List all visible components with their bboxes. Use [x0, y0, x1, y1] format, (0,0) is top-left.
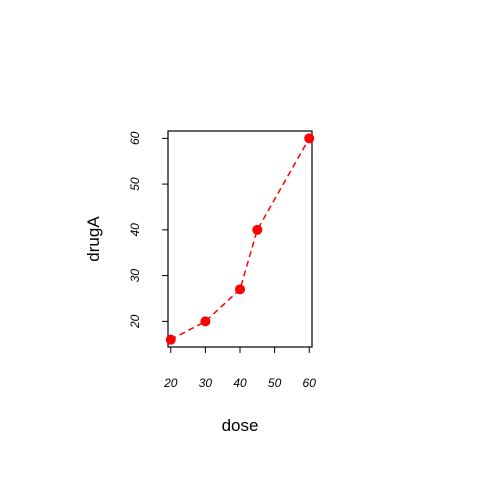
plot-frame	[167, 130, 313, 348]
x-axis-title: dose	[222, 416, 259, 435]
y-tick-label: 30	[128, 269, 142, 283]
series-line	[170, 137, 310, 341]
x-tick-label: 20	[163, 376, 178, 390]
data-point	[304, 133, 315, 144]
y-tick-label: 20	[128, 314, 142, 329]
y-tick-label: 60	[128, 131, 142, 145]
series-layer	[165, 133, 315, 345]
x-tick-label: 30	[199, 376, 213, 390]
data-point	[252, 224, 263, 235]
y-tick-label: 50	[128, 177, 142, 191]
x-tick-label: 40	[233, 376, 247, 390]
y-tick-label: 40	[128, 223, 142, 237]
data-point	[200, 316, 211, 327]
x-tick-label: 60	[303, 376, 317, 390]
x-tick-label: 50	[268, 376, 282, 390]
y-axis-title: drugA	[84, 216, 103, 262]
data-point	[165, 334, 176, 345]
x-axis: 20 30 40 50 60	[163, 346, 317, 390]
data-point	[235, 284, 245, 295]
y-axis: 20 30 40 50 60	[128, 131, 169, 329]
